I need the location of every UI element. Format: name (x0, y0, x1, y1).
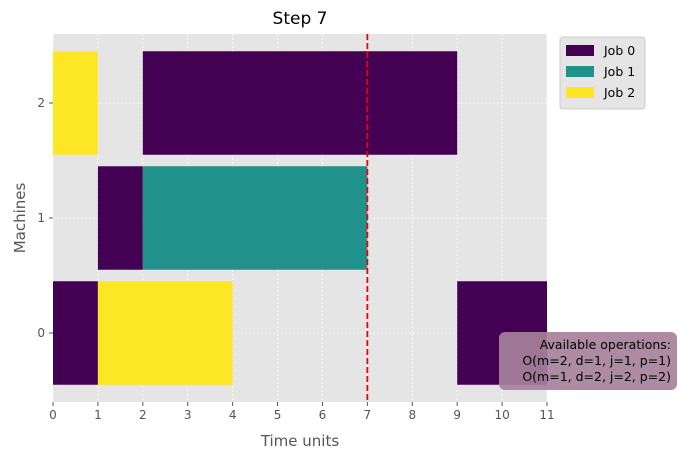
legend-label: Job 0 (603, 43, 635, 58)
legend-label: Job 1 (603, 64, 635, 79)
y-tick-label: 1 (37, 211, 45, 225)
operation-bar-job-0 (142, 51, 458, 155)
legend-swatch (566, 45, 594, 56)
y-tick-labels: 0 1 2 (37, 96, 53, 340)
x-tick-label: 2 (139, 408, 147, 422)
x-tick-label: 0 (49, 408, 57, 422)
x-tick-label: 1 (94, 408, 102, 422)
annotation-line: O(m=2, d=1, j=1, p=1) (522, 353, 671, 368)
operation-bar-job-0 (53, 281, 98, 385)
annotation-line: Available operations: (540, 337, 671, 352)
y-tick-label: 0 (37, 326, 45, 340)
legend-swatch (566, 87, 594, 98)
legend: Job 0 Job 1 Job 2 (559, 36, 646, 110)
x-axis-label: Time units (260, 432, 340, 450)
annotation-background (499, 332, 677, 390)
annotation-line: O(m=1, d=2, j=2, p=2) (522, 369, 671, 384)
y-axis-label: Machines (11, 183, 29, 254)
x-tick-label: 3 (184, 408, 192, 422)
operation-bar-job-2 (97, 281, 233, 385)
x-tick-label: 6 (319, 408, 327, 422)
operation-bar-job-2 (53, 51, 98, 155)
x-tick-label: 10 (494, 408, 509, 422)
available-operations-box: Available operations:O(m=2, d=1, j=1, p=… (499, 332, 677, 390)
legend-label: Job 2 (603, 85, 635, 100)
legend-swatch (566, 66, 594, 77)
operation-bars (53, 51, 547, 385)
y-tick-label: 2 (37, 96, 45, 110)
x-tick-label: 7 (364, 408, 372, 422)
x-tick-label: 4 (229, 408, 237, 422)
x-tick-label: 11 (539, 408, 554, 422)
x-tick-label: 9 (453, 408, 461, 422)
x-tick-labels: 0 1 2 3 4 5 6 7 8 9 10 11 (49, 402, 555, 422)
operation-bar-job-1 (142, 166, 368, 270)
x-tick-label: 8 (408, 408, 416, 422)
operation-bar-job-0 (97, 166, 143, 270)
x-tick-label: 5 (274, 408, 282, 422)
chart-title: Step 7 (273, 9, 328, 29)
